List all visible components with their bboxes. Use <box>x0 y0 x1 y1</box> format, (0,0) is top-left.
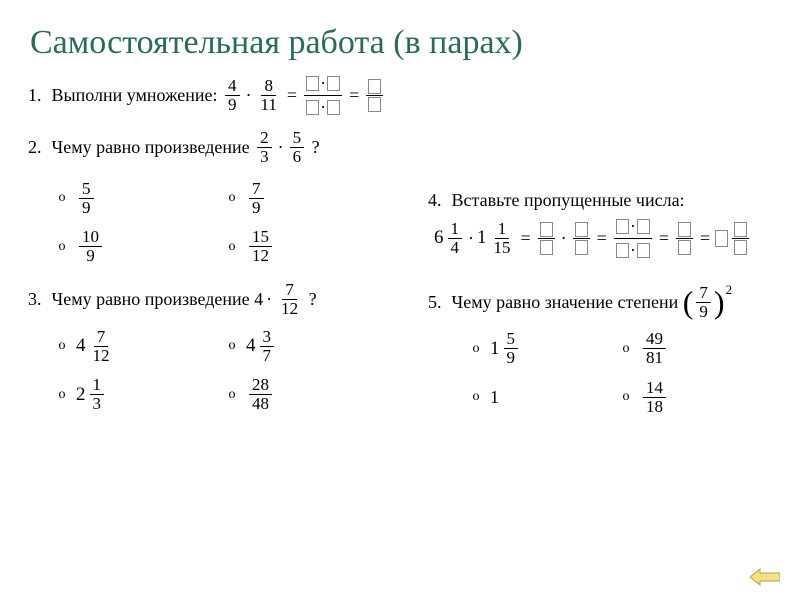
q2-option-b[interactable]: o 79 <box>224 180 394 217</box>
q2-frac1: 2 3 <box>257 129 272 166</box>
q1-number: 1. <box>28 85 42 106</box>
q3-label: Чему равно произведение <box>52 289 250 310</box>
q4-label: Вставьте пропущенные числа: <box>452 190 685 211</box>
q1-label: Выполни умножение: <box>52 85 218 106</box>
q5-option-a[interactable]: o 1 59 <box>468 330 618 367</box>
q2-number: 2. <box>28 137 42 158</box>
back-arrow-icon[interactable] <box>750 568 780 586</box>
question-4: 4. Вставьте пропущенные числа: <box>428 190 772 211</box>
question-1: 1. Выполни умножение: 4 9 · 8 11 = · · = <box>28 72 772 119</box>
q5-option-c[interactable]: o 1 <box>468 379 618 416</box>
q5-option-d[interactable]: o 1418 <box>618 379 768 416</box>
q3-option-a[interactable]: o 4 712 <box>54 328 224 365</box>
q1-frac1: 4 9 <box>225 77 240 114</box>
q5-options: o 1 59 o 4981 o 1 o 1418 <box>468 324 772 421</box>
q2-option-a[interactable]: o 59 <box>54 180 224 217</box>
q1-frac2: 8 11 <box>258 77 280 114</box>
page-title: Самостоятельная работа (в парах) <box>30 24 772 62</box>
q2-option-c[interactable]: o 109 <box>54 228 224 265</box>
question-5: 5. Чему равно значение степени ( 79 )2 <box>428 284 772 321</box>
q4-expression: 6 14 · 1 115 = · = · · = = <box>434 215 772 262</box>
q2-option-d[interactable]: o 1512 <box>224 228 394 265</box>
question-2: 2. Чему равно произведение 2 3 · 5 6 ? <box>28 129 772 166</box>
q3-option-c[interactable]: o 2 13 <box>54 376 224 413</box>
q2-frac2: 5 6 <box>290 129 305 166</box>
question-3: 3. Чему равно произведение 4 · 712 ? <box>28 281 418 318</box>
q3-option-b[interactable]: o 4 37 <box>224 328 394 365</box>
q2-options: o 59 o 79 o 109 o 1512 <box>54 174 418 271</box>
q5-base: 79 <box>696 284 711 321</box>
q3-options: o 4 712 o 4 37 o 2 13 <box>54 322 418 419</box>
q2-label: Чему равно произведение <box>52 137 250 158</box>
q3-frac: 712 <box>278 281 301 318</box>
q1-blank1: · · <box>304 72 342 119</box>
q1-blank2 <box>366 78 383 113</box>
q5-label: Чему равно значение степени <box>452 292 679 313</box>
q5-option-b[interactable]: o 4981 <box>618 330 768 367</box>
dot-icon: · <box>246 85 252 106</box>
q3-option-d[interactable]: o 2848 <box>224 376 394 413</box>
slide: Самостоятельная работа (в парах) 1. Выпо… <box>0 0 800 600</box>
